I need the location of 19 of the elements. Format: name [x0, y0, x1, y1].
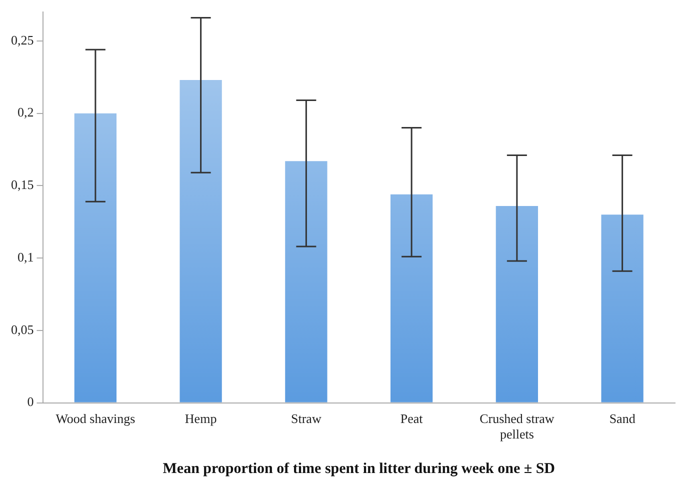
- x-tick-label: Wood shavings: [56, 411, 136, 426]
- x-tick-label: Hemp: [184, 411, 217, 426]
- bar: [390, 194, 433, 402]
- bar: [285, 161, 328, 402]
- bar: [496, 206, 538, 402]
- y-tick-label: 0,2: [18, 104, 34, 120]
- x-axis-title: Mean proportion of time spent in litter during week one ± SD: [162, 460, 556, 477]
- x-tick-label: Crushed straw pellets: [480, 411, 555, 442]
- x-tick-label: Straw: [291, 411, 322, 426]
- y-tick-label: 0,1: [18, 249, 34, 264]
- x-tick-label: Peat: [400, 411, 424, 426]
- y-tick-label: 0,15: [11, 177, 34, 192]
- bar: [74, 113, 117, 402]
- bar: [180, 80, 222, 402]
- y-tick-label: 0: [27, 394, 34, 410]
- bar: [601, 214, 644, 402]
- y-tick-label: 0,25: [11, 32, 34, 48]
- x-tick-label: Sand: [609, 411, 636, 426]
- y-tick-label: 0,05: [11, 322, 34, 337]
